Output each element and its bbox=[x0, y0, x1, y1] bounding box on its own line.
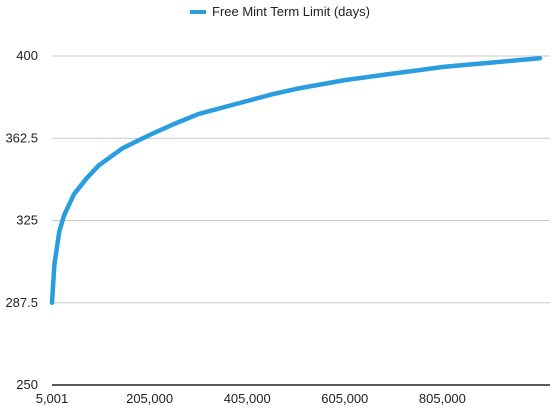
y-tick-label: 287.5 bbox=[5, 295, 38, 310]
chart-legend: Free Mint Term Limit (days) bbox=[190, 4, 370, 19]
x-tick-label: 5,001 bbox=[36, 391, 69, 406]
x-tick-label: 805,000 bbox=[419, 391, 466, 406]
y-tick-label: 400 bbox=[16, 48, 38, 63]
legend-label: Free Mint Term Limit (days) bbox=[212, 4, 370, 19]
x-tick-label: 205,000 bbox=[126, 391, 173, 406]
x-tick-label: 405,000 bbox=[224, 391, 271, 406]
y-tick-label: 325 bbox=[16, 213, 38, 228]
series-line bbox=[49, 55, 543, 306]
x-tick-label: 605,000 bbox=[321, 391, 368, 406]
y-tick-label: 362.5 bbox=[5, 130, 38, 145]
y-tick-label: 250 bbox=[16, 377, 38, 392]
legend-swatch bbox=[190, 9, 206, 14]
